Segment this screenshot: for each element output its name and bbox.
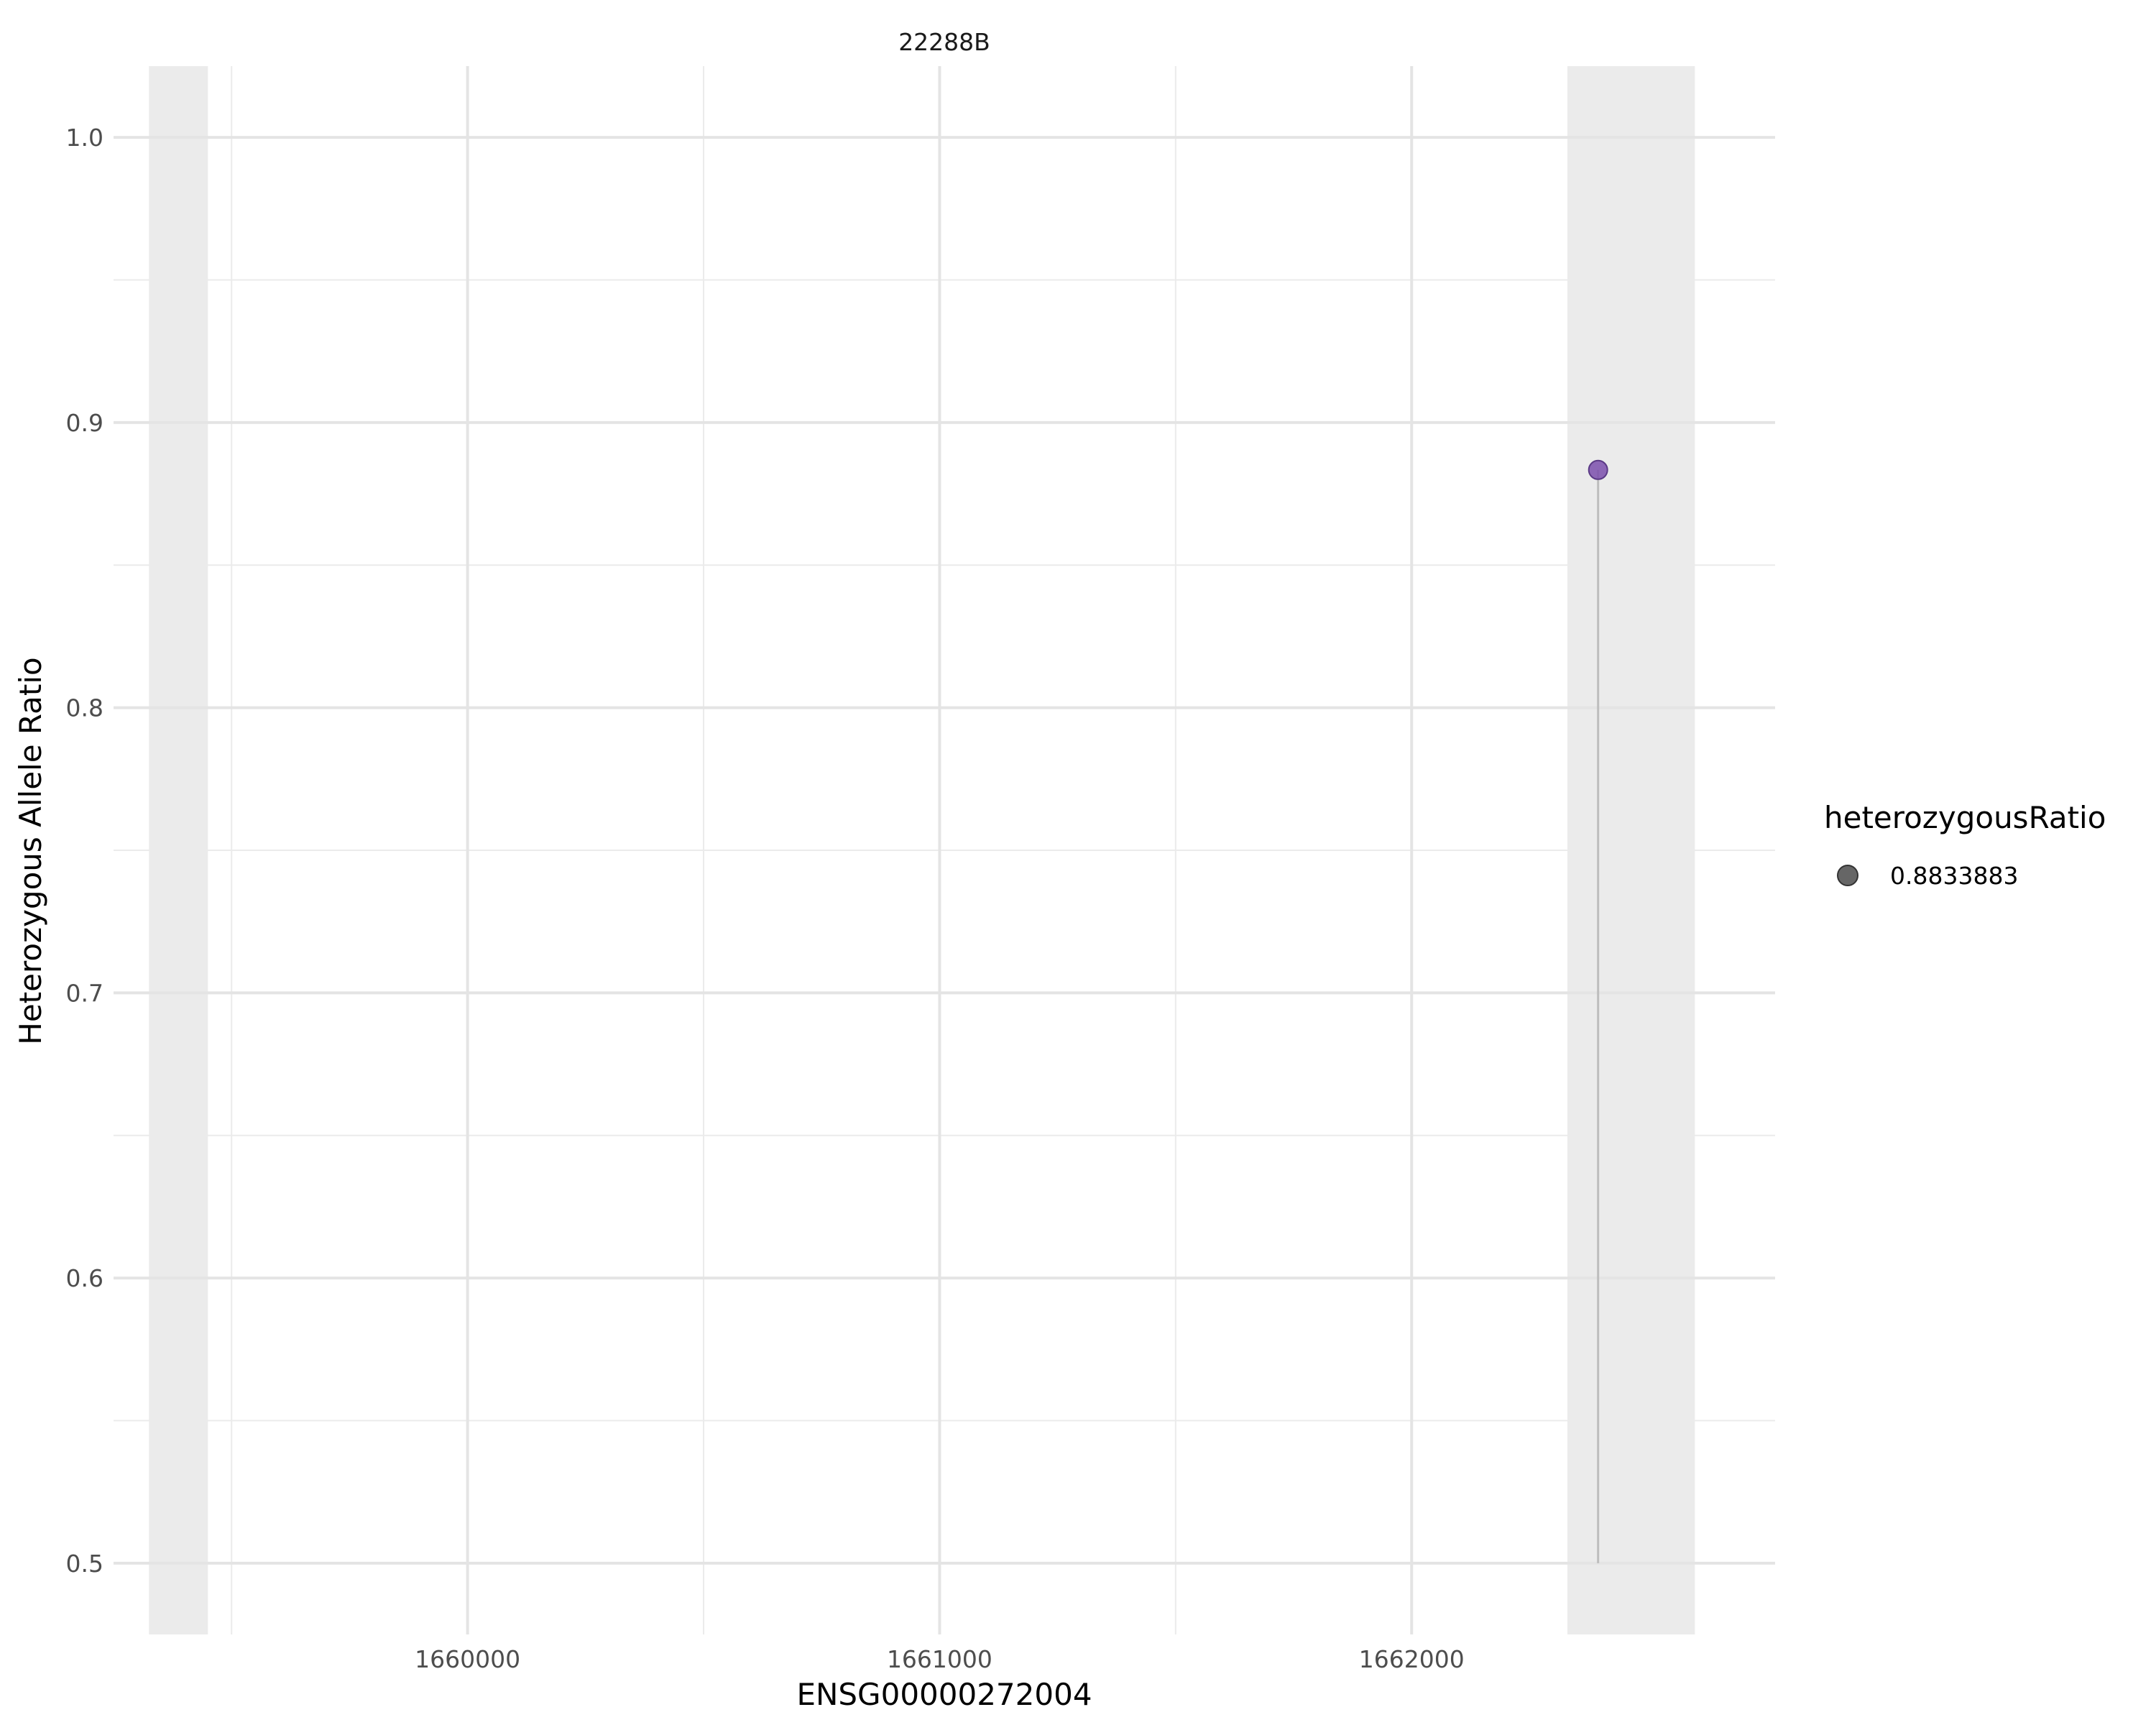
x-axis-label: ENSG00000272004 [796, 1677, 1092, 1712]
legend: heterozygousRatio 0.8833883 [1824, 800, 2106, 890]
y-axis-ticks: 0.5 0.6 0.7 0.8 0.9 1.0 [66, 124, 103, 1578]
legend-entries: 0.8833883 [1837, 862, 2018, 890]
y-tick-label-2: 0.7 [66, 979, 103, 1007]
legend-title: heterozygousRatio [1824, 800, 2106, 835]
x-tick-label-0: 1660000 [415, 1645, 520, 1673]
x-axis-ticks: 1660000 1661000 1662000 [415, 1645, 1465, 1673]
y-tick-label-0: 0.5 [66, 1550, 103, 1578]
legend-label-0: 0.8833883 [1890, 862, 2018, 890]
y-axis-label: Heterozygous Allele Ratio [13, 657, 48, 1044]
data-marks [1588, 459, 1608, 1563]
minor-gridlines [114, 66, 1775, 1634]
x-tick-label-1: 1661000 [887, 1645, 992, 1673]
chart-title: 22288B [898, 28, 990, 56]
y-tick-label-4: 0.9 [66, 409, 103, 437]
x-tick-label-2: 1662000 [1359, 1645, 1465, 1673]
legend-key-0 [1837, 865, 1858, 886]
major-gridlines [114, 66, 1775, 1634]
data-point-0 [1588, 459, 1608, 480]
y-tick-label-5: 1.0 [66, 124, 103, 152]
y-tick-label-1: 0.6 [66, 1264, 103, 1292]
y-tick-label-3: 0.8 [66, 694, 103, 722]
